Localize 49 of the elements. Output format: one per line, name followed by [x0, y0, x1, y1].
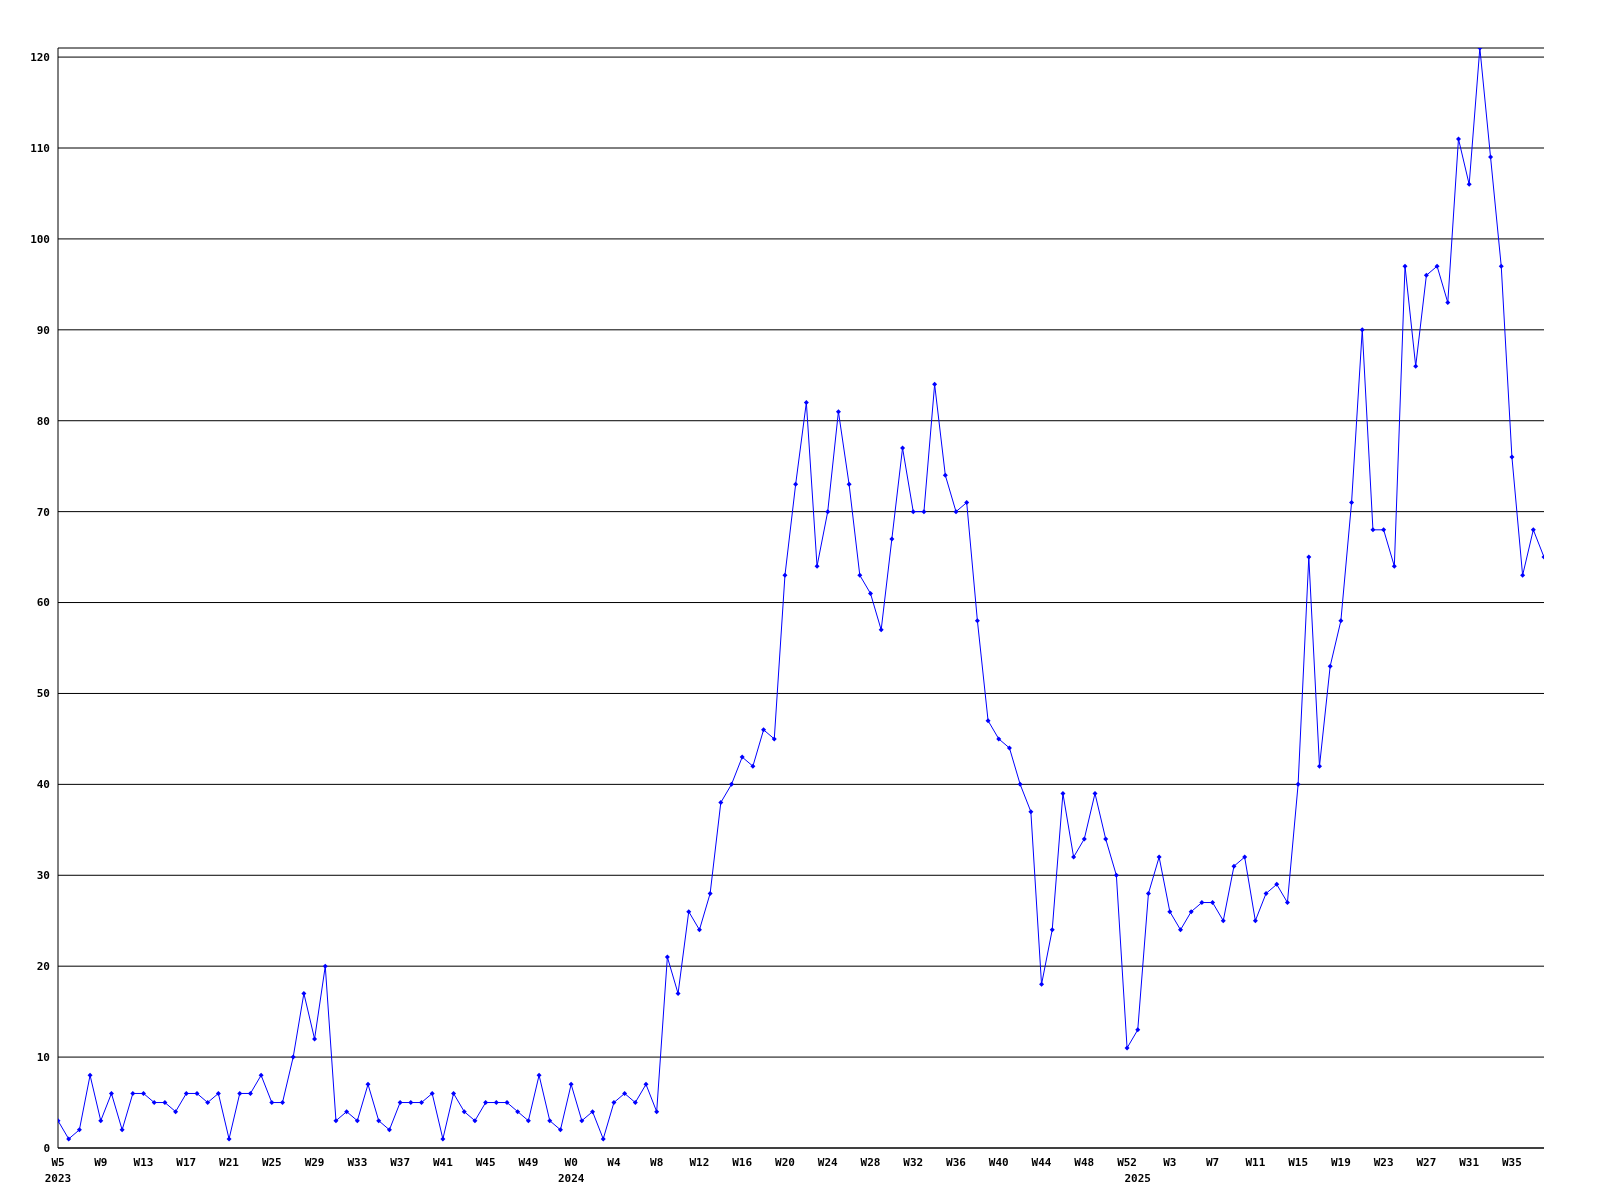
y-tick-label: 0 [43, 1141, 50, 1155]
x-tick-label: W17 [176, 1156, 197, 1169]
x-tick-label: W8 [650, 1156, 664, 1169]
x-tick-label: W4 [607, 1156, 621, 1169]
y-tick-label: 10 [36, 1051, 50, 1064]
x-tick-label: W25 [261, 1156, 282, 1169]
x-tick-label: W21 [219, 1156, 240, 1169]
x-tick-label: W37 [390, 1156, 411, 1169]
y-tick-label: 50 [36, 687, 50, 701]
x-tick-label: W23 [1373, 1156, 1394, 1169]
x-tick-label: W44 [1031, 1156, 1052, 1169]
x-tick-label: W9 [94, 1156, 108, 1169]
x-tick-label: W16 [732, 1156, 753, 1169]
x-tick-label: W24 [817, 1156, 839, 1169]
y-tick-label: 70 [36, 505, 50, 519]
x-tick-label: W40 [988, 1156, 1009, 1169]
x-tick-label: W7 [1205, 1156, 1220, 1169]
x-tick-label: W48 [1074, 1156, 1095, 1169]
y-tick-label: 110 [30, 141, 50, 155]
y-tick-label: 90 [36, 323, 50, 337]
y-tick-label: 100 [30, 232, 50, 246]
x-tick-label: W32 [903, 1156, 924, 1169]
y-tick-label: 60 [36, 596, 50, 610]
x-tick-label: W19 [1330, 1156, 1351, 1169]
y-tick-label: 40 [36, 778, 50, 792]
x-tick-label: W29 [304, 1156, 325, 1169]
y-tick-label: 20 [36, 960, 50, 974]
x-tick-label: W20 [775, 1156, 795, 1169]
x-tick-label: W5 2023 [44, 1156, 72, 1185]
x-tick-label: W35 [1501, 1156, 1522, 1169]
x-tick-label: W13 [133, 1156, 154, 1169]
x-tick-label: W12 [689, 1156, 710, 1169]
y-tick-label: 30 [36, 869, 50, 883]
x-tick-label: W28 [860, 1156, 881, 1169]
x-tick-label: W52 [1117, 1156, 1137, 1169]
x-tick-label: W31 [1459, 1156, 1480, 1169]
x-tick-label: W27 [1416, 1156, 1437, 1169]
x-tick-label: W41 [432, 1156, 454, 1169]
x-tick-label: W36 [946, 1156, 967, 1169]
x-tick-label: W0 2024 [557, 1156, 585, 1185]
y-tick-label: 80 [36, 414, 50, 428]
x-tick-label: W3 [1163, 1156, 1177, 1169]
x-tick-label: W11 [1245, 1156, 1266, 1169]
x-tick-label: 2025 [1124, 1172, 1152, 1185]
x-tick-label: W45 [475, 1156, 496, 1169]
y-tick-label: 120 [30, 51, 50, 64]
x-tick-label: W15 [1288, 1156, 1309, 1169]
x-tick-label: W49 [518, 1156, 539, 1169]
x-tick-label: W33 [347, 1156, 368, 1169]
